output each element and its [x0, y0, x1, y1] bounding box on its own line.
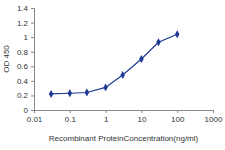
x-tick-mark: [34, 110, 35, 113]
point: [139, 55, 144, 63]
x-tick-mark: [106, 110, 107, 113]
series: [49, 30, 180, 98]
x-tick-label: 0.1: [65, 115, 77, 124]
x-axis: 0.01 0.1 1 10 100 1000: [27, 110, 223, 124]
y-tick-label: 0.4: [17, 77, 29, 86]
x-tick-mark: [213, 110, 214, 113]
x-tick-mark: [177, 110, 178, 113]
y-tick: 1.4: [17, 4, 34, 13]
x-tick-label: 0.01: [27, 115, 43, 124]
point: [156, 38, 161, 46]
y-axis-title: OD 450: [2, 45, 11, 73]
chart: 00.20.40.60.811.21.40.010.11101001000OD …: [0, 0, 225, 150]
point: [49, 90, 54, 98]
y-tick-label: 0.2: [17, 91, 29, 100]
x-tick-label: 100: [171, 115, 185, 124]
x-axis-line: [35, 111, 214, 114]
line: [51, 34, 177, 94]
plot: 00.20.40.60.811.21.40.010.11101001000: [17, 4, 223, 124]
x-tick-mark: [70, 110, 71, 113]
y-tick-mark: [31, 37, 34, 38]
y-tick-label: 0.6: [17, 62, 29, 71]
y-tick-label: 1.2: [17, 19, 29, 28]
y-tick-mark: [31, 110, 34, 111]
y-tick-mark: [31, 52, 34, 53]
y-tick-label: 1.4: [17, 4, 29, 13]
y-axis-line: [31, 9, 35, 111]
x-tick: 1: [104, 110, 109, 124]
y-tick: 0.4: [17, 77, 34, 86]
x-tick-label: 1: [104, 115, 109, 124]
y-tick: 1.2: [17, 19, 34, 28]
x-tick: 1000: [205, 110, 223, 124]
y-tick: 0.8: [17, 48, 34, 57]
y-axis: 00.20.40.60.811.21.4: [17, 4, 35, 115]
x-tick-label: 10: [137, 115, 146, 124]
y-tick-label: 1: [24, 33, 29, 42]
x-tick: 100: [171, 110, 185, 124]
point: [120, 71, 125, 79]
point: [103, 83, 108, 91]
point: [85, 89, 90, 97]
point: [68, 89, 73, 97]
x-tick: 10: [137, 110, 146, 124]
x-axis-title: Recombinant ProteinConcentration(ng/ml): [49, 134, 199, 143]
y-tick: 1: [24, 33, 34, 42]
point: [175, 30, 180, 38]
y-tick: 0.2: [17, 91, 34, 100]
y-tick-mark: [31, 23, 34, 24]
y-tick-mark: [31, 81, 34, 82]
y-tick-mark: [31, 8, 34, 9]
y-tick: 0.6: [17, 62, 34, 71]
x-tick: 0.01: [27, 110, 43, 124]
x-tick-mark: [141, 110, 142, 113]
x-tick: 0.1: [65, 110, 77, 124]
y-tick-mark: [31, 66, 34, 67]
y-tick-label: 0.8: [17, 48, 29, 57]
y-tick-mark: [31, 95, 34, 96]
x-tick-label: 1000: [205, 115, 223, 124]
